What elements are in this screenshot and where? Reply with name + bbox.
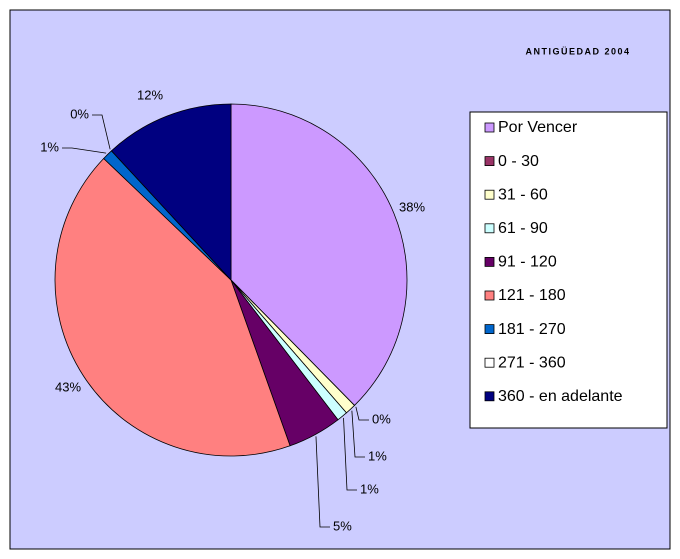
leader-line	[62, 147, 107, 154]
data-label: 0%	[372, 411, 391, 426]
legend-label: 360 - en adelante	[498, 388, 623, 405]
data-label: 0%	[70, 106, 89, 121]
legend-label: 121 - 180	[498, 287, 566, 304]
legend-swatch	[484, 189, 495, 200]
legend-label: 271 - 360	[498, 354, 566, 371]
data-label: 43%	[55, 379, 81, 394]
legend-label: 181 - 270	[498, 321, 566, 338]
legend-label: 61 - 90	[498, 220, 548, 237]
pie-slice	[54, 157, 291, 457]
data-label: 1%	[360, 481, 379, 496]
data-label: 1%	[368, 448, 387, 463]
chart-title: ANTIGÜEDAD 2004	[525, 46, 630, 56]
legend-label: 91 - 120	[498, 254, 557, 271]
data-label: 38%	[399, 199, 425, 214]
legend	[469, 111, 668, 429]
pie-slice	[230, 103, 408, 406]
pie-slice	[110, 103, 232, 282]
leader-line	[343, 417, 357, 491]
legend-swatch	[484, 290, 495, 301]
data-label: 12%	[137, 87, 163, 102]
legend-swatch	[484, 324, 495, 335]
legend-swatch	[484, 357, 495, 368]
data-label: 1%	[40, 139, 59, 154]
data-label: 5%	[333, 518, 352, 533]
legend-swatch	[484, 223, 495, 234]
legend-label: Por Vencer	[498, 119, 578, 136]
legend-swatch	[484, 156, 495, 167]
leader-line	[355, 406, 369, 421]
legend-swatch	[484, 391, 495, 402]
legend-swatch	[484, 122, 495, 133]
legend-swatch	[484, 256, 495, 267]
legend-label: 0 - 30	[498, 153, 539, 170]
leader-line	[92, 114, 111, 150]
leader-line	[315, 436, 330, 528]
leader-line	[351, 410, 365, 458]
legend-label: 31 - 60	[498, 186, 548, 203]
